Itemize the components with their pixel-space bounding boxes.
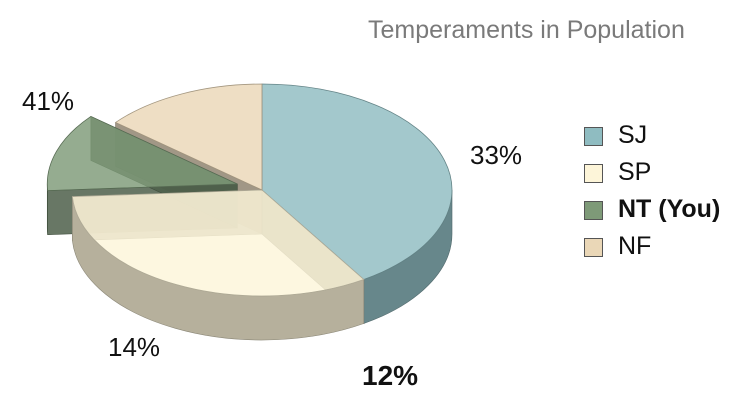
- chart-title: Temperaments in Population: [368, 16, 685, 44]
- slice-label-nf: 14%: [108, 332, 161, 362]
- legend-swatch-nf: [584, 238, 603, 257]
- legend-label-nf: NF: [618, 232, 652, 260]
- slice-sj: [261, 83, 453, 280]
- legend-label-sj: SJ: [618, 121, 648, 149]
- slice-label-nt: 12%: [362, 360, 419, 391]
- legend-label-sp: SP: [618, 158, 652, 186]
- legend-swatch-nt: [584, 201, 603, 220]
- legend-item-sp: SP: [584, 156, 740, 193]
- legend-item-nt: NT (You): [584, 193, 740, 230]
- legend-swatch-sp: [584, 164, 603, 183]
- slice-nt-you: [46, 115, 238, 192]
- legend-swatch-sj: [584, 127, 603, 146]
- legend: SJ SP NT (You) NF: [584, 119, 740, 267]
- slice-sp: [71, 189, 365, 297]
- legend-item-sj: SJ: [584, 119, 740, 156]
- slice-label-sp: 33%: [470, 140, 523, 170]
- legend-item-nf: NF: [584, 230, 740, 267]
- slice-label-sj: 41%: [22, 86, 75, 116]
- slice-nf: [114, 83, 263, 191]
- pie-top-layer: [46, 83, 453, 297]
- legend-label-nt: NT (You): [618, 195, 721, 223]
